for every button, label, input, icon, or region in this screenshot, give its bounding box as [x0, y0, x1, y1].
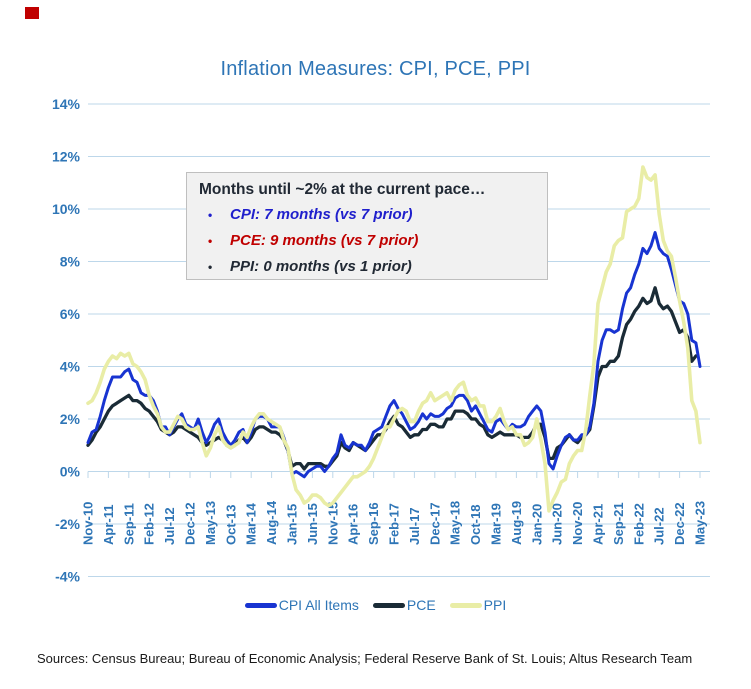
x-axis-label: May-18 — [448, 501, 463, 545]
x-axis-label: Dec-17 — [427, 502, 442, 545]
x-axis-label: Jun-15 — [305, 503, 320, 545]
y-axis-label: 8% — [60, 254, 81, 270]
legend-swatch-icon — [244, 602, 277, 608]
x-axis-label: Sep-11 — [121, 503, 136, 545]
legend-item: PPI — [449, 597, 507, 613]
x-axis-label: Jan-15 — [285, 504, 300, 545]
annotation-item-label: CPI: 7 months (vs 7 prior) — [230, 206, 413, 223]
x-axis-label: Mar-19 — [489, 503, 504, 545]
x-axis-label: Mar-14 — [244, 502, 259, 545]
annotation-item-label: PPI: 0 months (vs 1 prior) — [230, 258, 412, 275]
legend-label: PCE — [406, 597, 436, 613]
x-axis-label: Aug-19 — [509, 501, 524, 545]
x-axis-label: Dec-22 — [672, 502, 687, 545]
y-axis-label: 4% — [60, 359, 81, 375]
x-axis-label: Nov-20 — [570, 502, 585, 545]
x-axis-label: Apr-16 — [346, 504, 361, 545]
legend-swatch-icon — [372, 602, 405, 608]
y-axis-label: 0% — [60, 464, 81, 480]
x-axis-label: Nov-10 — [81, 502, 96, 545]
x-axis-label: Sep-21 — [611, 502, 626, 545]
x-axis-label: Sep-16 — [366, 502, 381, 545]
x-axis-label: Jun-20 — [550, 503, 565, 545]
y-axis-label: 12% — [52, 149, 81, 165]
annotation-box: Months until ~2% at the current pace… • C… — [186, 172, 548, 280]
y-axis-label: 6% — [60, 306, 81, 322]
bullet-icon: • — [208, 208, 213, 222]
page-title: Inflation Measures: CPI, PCE, PPI — [220, 58, 531, 80]
x-axis-label: Feb-17 — [387, 503, 402, 545]
logo-mark — [25, 7, 39, 19]
x-axis-label: Apr-11 — [101, 505, 116, 545]
legend-label: PPI — [483, 597, 507, 613]
annotation-item: • CPI: 7 months (vs 7 prior) — [199, 202, 537, 228]
y-axis-label: 2% — [60, 411, 81, 427]
y-axis-label: 14% — [52, 96, 81, 112]
annotation-header: Months until ~2% at the current pace… — [199, 181, 486, 198]
x-axis-label: Feb-12 — [142, 503, 157, 545]
x-axis-label: Jan-20 — [529, 504, 544, 545]
x-axis-label: May-13 — [203, 501, 218, 545]
annotation-item: • PPI: 0 months (vs 1 prior) — [199, 254, 537, 280]
pce-line — [86, 286, 698, 471]
x-axis-label: Apr-21 — [591, 504, 606, 545]
y-axis-label: -2% — [55, 516, 80, 532]
annotation-item: • PCE: 9 months (vs 7 prior) — [199, 228, 537, 254]
legend-label: CPI All Items — [278, 597, 359, 613]
x-axis-label: Oct-13 — [223, 505, 238, 545]
y-axis-label: 10% — [52, 201, 81, 217]
annotation-item-label: PCE: 9 months (vs 7 prior) — [230, 232, 419, 249]
x-axis-label: Nov-15 — [325, 502, 340, 545]
bullet-icon: • — [208, 260, 213, 274]
annotation-items: • CPI: 7 months (vs 7 prior) • PCE: 9 month… — [199, 202, 537, 280]
legend-item: PCE — [372, 597, 436, 613]
x-axis-label: Jul-12 — [162, 507, 177, 545]
ppi-line — [86, 165, 702, 513]
y-axis-label: -4% — [55, 569, 80, 585]
chart-legend: CPI All Items PCE PPI — [0, 596, 751, 614]
x-axis-label: Jul-17 — [407, 507, 422, 545]
legend-swatch-icon — [449, 602, 482, 608]
x-axis-label: May-23 — [693, 501, 708, 545]
x-axis-label: Feb-22 — [631, 503, 646, 545]
x-axis-label: Jul-22 — [652, 507, 667, 545]
bullet-icon: • — [208, 234, 213, 248]
cpi-all-items-line — [86, 231, 702, 479]
x-axis-label: Oct-18 — [468, 505, 483, 545]
sources-text: Sources: Census Bureau; Bureau of Econom… — [37, 651, 693, 666]
legend-item: CPI All Items — [244, 597, 359, 613]
x-axis-label: Aug-14 — [264, 500, 279, 545]
x-axis-label: Dec-12 — [183, 502, 198, 545]
